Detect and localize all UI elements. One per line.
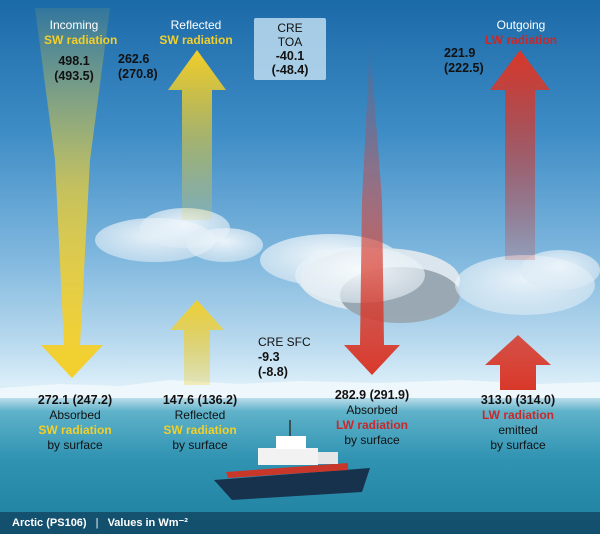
cre-toa-value: -40.1 — [275, 49, 305, 63]
reflected-toa-value-alt: (270.8) — [118, 67, 158, 81]
outgoing-title: Outgoing — [496, 18, 546, 32]
emitted-lw-arrow — [485, 335, 551, 390]
cloud-left — [95, 208, 263, 262]
outgoing-lw-arrow — [490, 50, 550, 260]
reflected-toa-values: 262.6 (270.8) — [118, 52, 168, 82]
absorbed-lw-arrow — [344, 42, 400, 375]
cre-sfc-block: CRE SFC -9.3 (-8.8) — [258, 335, 314, 380]
absorbed-sw-line3: by surface — [47, 438, 103, 452]
outgoing-type: LW radiation — [485, 33, 557, 47]
research-vessel-illustration — [214, 420, 370, 500]
cre-toa-box: CRE TOA -40.1 (-48.4) — [254, 18, 326, 80]
cre-sfc-value-alt: (-8.8) — [258, 365, 288, 379]
emitted-lw-line1: LW radiation — [482, 408, 554, 422]
absorbed-lw-line3: by surface — [344, 433, 400, 447]
footer-caption: Arctic (PS106) | Values in Wm⁻² — [0, 512, 600, 534]
incoming-value: 498.1 — [58, 54, 90, 68]
cre-toa-value-alt: (-48.4) — [271, 63, 309, 77]
absorbed-lw-line1: Absorbed — [346, 403, 398, 417]
cloud-center — [260, 234, 460, 323]
sea-ice-horizon — [0, 380, 600, 398]
footer-separator: | — [95, 517, 99, 529]
incoming-sw-arrow — [35, 8, 110, 378]
cloud-right — [455, 250, 600, 315]
incoming-value-alt: (493.5) — [54, 69, 94, 83]
emitted-lw-line2: emitted — [498, 423, 538, 437]
reflected-toa-value: 262.6 — [118, 52, 150, 66]
reflected-sw-surface-arrow — [170, 300, 224, 385]
reflected-sfc-line2: SW radiation — [163, 423, 237, 437]
reflected-sfc-line1: Reflected — [174, 408, 226, 422]
cre-toa-title: CRE TOA — [277, 21, 303, 49]
absorbed-sw-line2: SW radiation — [38, 423, 112, 437]
outgoing-value: 221.9 — [444, 46, 476, 60]
footer-region: Arctic (PS106) — [12, 517, 87, 529]
outgoing-title-block: Outgoing LW radiation — [478, 18, 564, 48]
reflected-sfc-line3: by surface — [172, 438, 228, 452]
emitted-lw-line3: by surface — [490, 438, 546, 452]
absorbed-sw-value: 272.1 (247.2) — [37, 393, 113, 407]
reflected-sw-toa-arrow — [168, 50, 226, 220]
footer-units: Values in Wm⁻² — [107, 517, 188, 529]
emitted-lw-block: 313.0 (314.0) LW radiation emitted by su… — [466, 393, 570, 453]
incoming-title: Incoming — [49, 18, 99, 32]
reflected-toa-type: SW radiation — [159, 33, 233, 47]
cre-sfc-value: -9.3 — [258, 350, 280, 364]
absorbed-sw-block: 272.1 (247.2) Absorbed SW radiation by s… — [25, 393, 125, 453]
emitted-lw-value: 313.0 (314.0) — [480, 393, 556, 407]
reflected-toa-title-block: Reflected SW radiation — [153, 18, 239, 48]
absorbed-lw-value: 282.9 (291.9) — [334, 388, 410, 402]
incoming-label: Incoming SW radiation 498.1 (493.5) — [44, 18, 118, 84]
absorbed-lw-line2: LW radiation — [336, 418, 408, 432]
reflected-sfc-value: 147.6 (136.2) — [162, 393, 238, 407]
absorbed-sw-line1: Absorbed — [49, 408, 101, 422]
outgoing-value-alt: (222.5) — [444, 61, 484, 75]
reflected-toa-title: Reflected — [170, 18, 222, 32]
absorbed-lw-block: 282.9 (291.9) Absorbed LW radiation by s… — [322, 388, 422, 448]
outgoing-values: 221.9 (222.5) — [444, 46, 494, 76]
cre-sfc-title: CRE SFC — [258, 335, 311, 349]
incoming-type: SW radiation — [44, 33, 118, 47]
reflected-sfc-block: 147.6 (136.2) Reflected SW radiation by … — [150, 393, 250, 453]
